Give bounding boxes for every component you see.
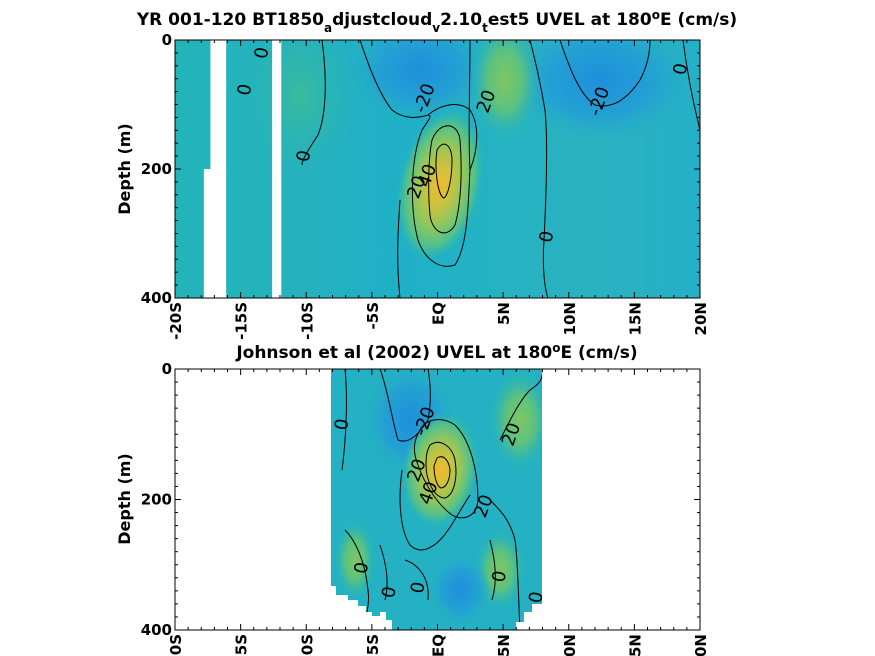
x-tick-label: -15S	[233, 302, 251, 340]
x-tick-label: -10S	[298, 302, 316, 340]
x-tick-label: -20S	[167, 634, 185, 656]
y-tick-label: 200	[141, 160, 172, 178]
x-tick-label: 10N	[561, 634, 579, 656]
top-x-tick-labels: -20S -15S -10S -5S EQ 5N 10N 15N 20N	[167, 302, 710, 340]
top-tick-marks	[174, 39, 701, 299]
x-tick-label: 15N	[626, 634, 644, 656]
contour-label: 0	[488, 569, 511, 584]
missing-data-band	[203, 169, 227, 298]
bottom-chart-title: Johnson et al (2002) UVEL at 180oE (cm/s…	[235, 341, 637, 363]
contour-label: 0	[234, 82, 257, 97]
y-tick-label: 0	[162, 360, 172, 378]
top-y-tick-labels: 0 200 400	[141, 31, 172, 307]
bottom-y-tick-labels: 0 200 400	[141, 360, 172, 639]
contour-label: 0	[669, 62, 692, 77]
missing-data-band	[210, 40, 227, 169]
bottom-tick-marks	[174, 368, 701, 631]
x-tick-label: 20N	[692, 634, 710, 656]
bottom-missing-data-region-right	[516, 604, 542, 630]
x-tick-label: EQ	[430, 302, 448, 325]
x-tick-label: -10S	[298, 634, 316, 656]
top-contour-lines	[301, 40, 700, 298]
top-chart-title: YR 001-120 BT1850adjustcloudv2.10test5 U…	[136, 8, 737, 35]
x-tick-label: 5N	[495, 302, 513, 325]
bottom-missing-data-region	[331, 586, 392, 630]
bottom-x-tick-labels: -20S -15S -10S -5S EQ 5N 10N 15N 20N	[167, 634, 710, 656]
x-tick-label: EQ	[430, 634, 448, 656]
y-tick-label: 400	[141, 621, 172, 639]
contour-label: 0	[331, 417, 354, 432]
top-y-axis-label: Depth (m)	[115, 123, 134, 215]
contour-label: 0	[251, 46, 274, 61]
contour-label: 0	[536, 229, 559, 244]
y-tick-label: 0	[162, 31, 172, 49]
y-tick-label: 400	[141, 289, 172, 307]
x-tick-label: 10N	[561, 302, 579, 335]
contour-label: 0	[378, 585, 401, 600]
contour-label: 0	[525, 590, 548, 605]
bottom-y-axis-label: Depth (m)	[115, 453, 134, 545]
x-tick-label: -5S	[364, 634, 382, 656]
x-tick-label: 20N	[692, 302, 710, 335]
x-tick-label: -5S	[364, 302, 382, 329]
x-tick-label: -15S	[233, 634, 251, 656]
contour-label: 0	[351, 561, 374, 576]
contour-label: 0	[293, 149, 316, 164]
x-tick-label: -20S	[167, 302, 185, 340]
x-tick-label: 15N	[626, 302, 644, 335]
top-missing-data-bands	[203, 40, 282, 298]
missing-data-band	[272, 40, 282, 298]
y-tick-label: 200	[141, 491, 172, 509]
contour-label: 0	[407, 580, 430, 595]
x-tick-label: 5N	[495, 634, 513, 656]
